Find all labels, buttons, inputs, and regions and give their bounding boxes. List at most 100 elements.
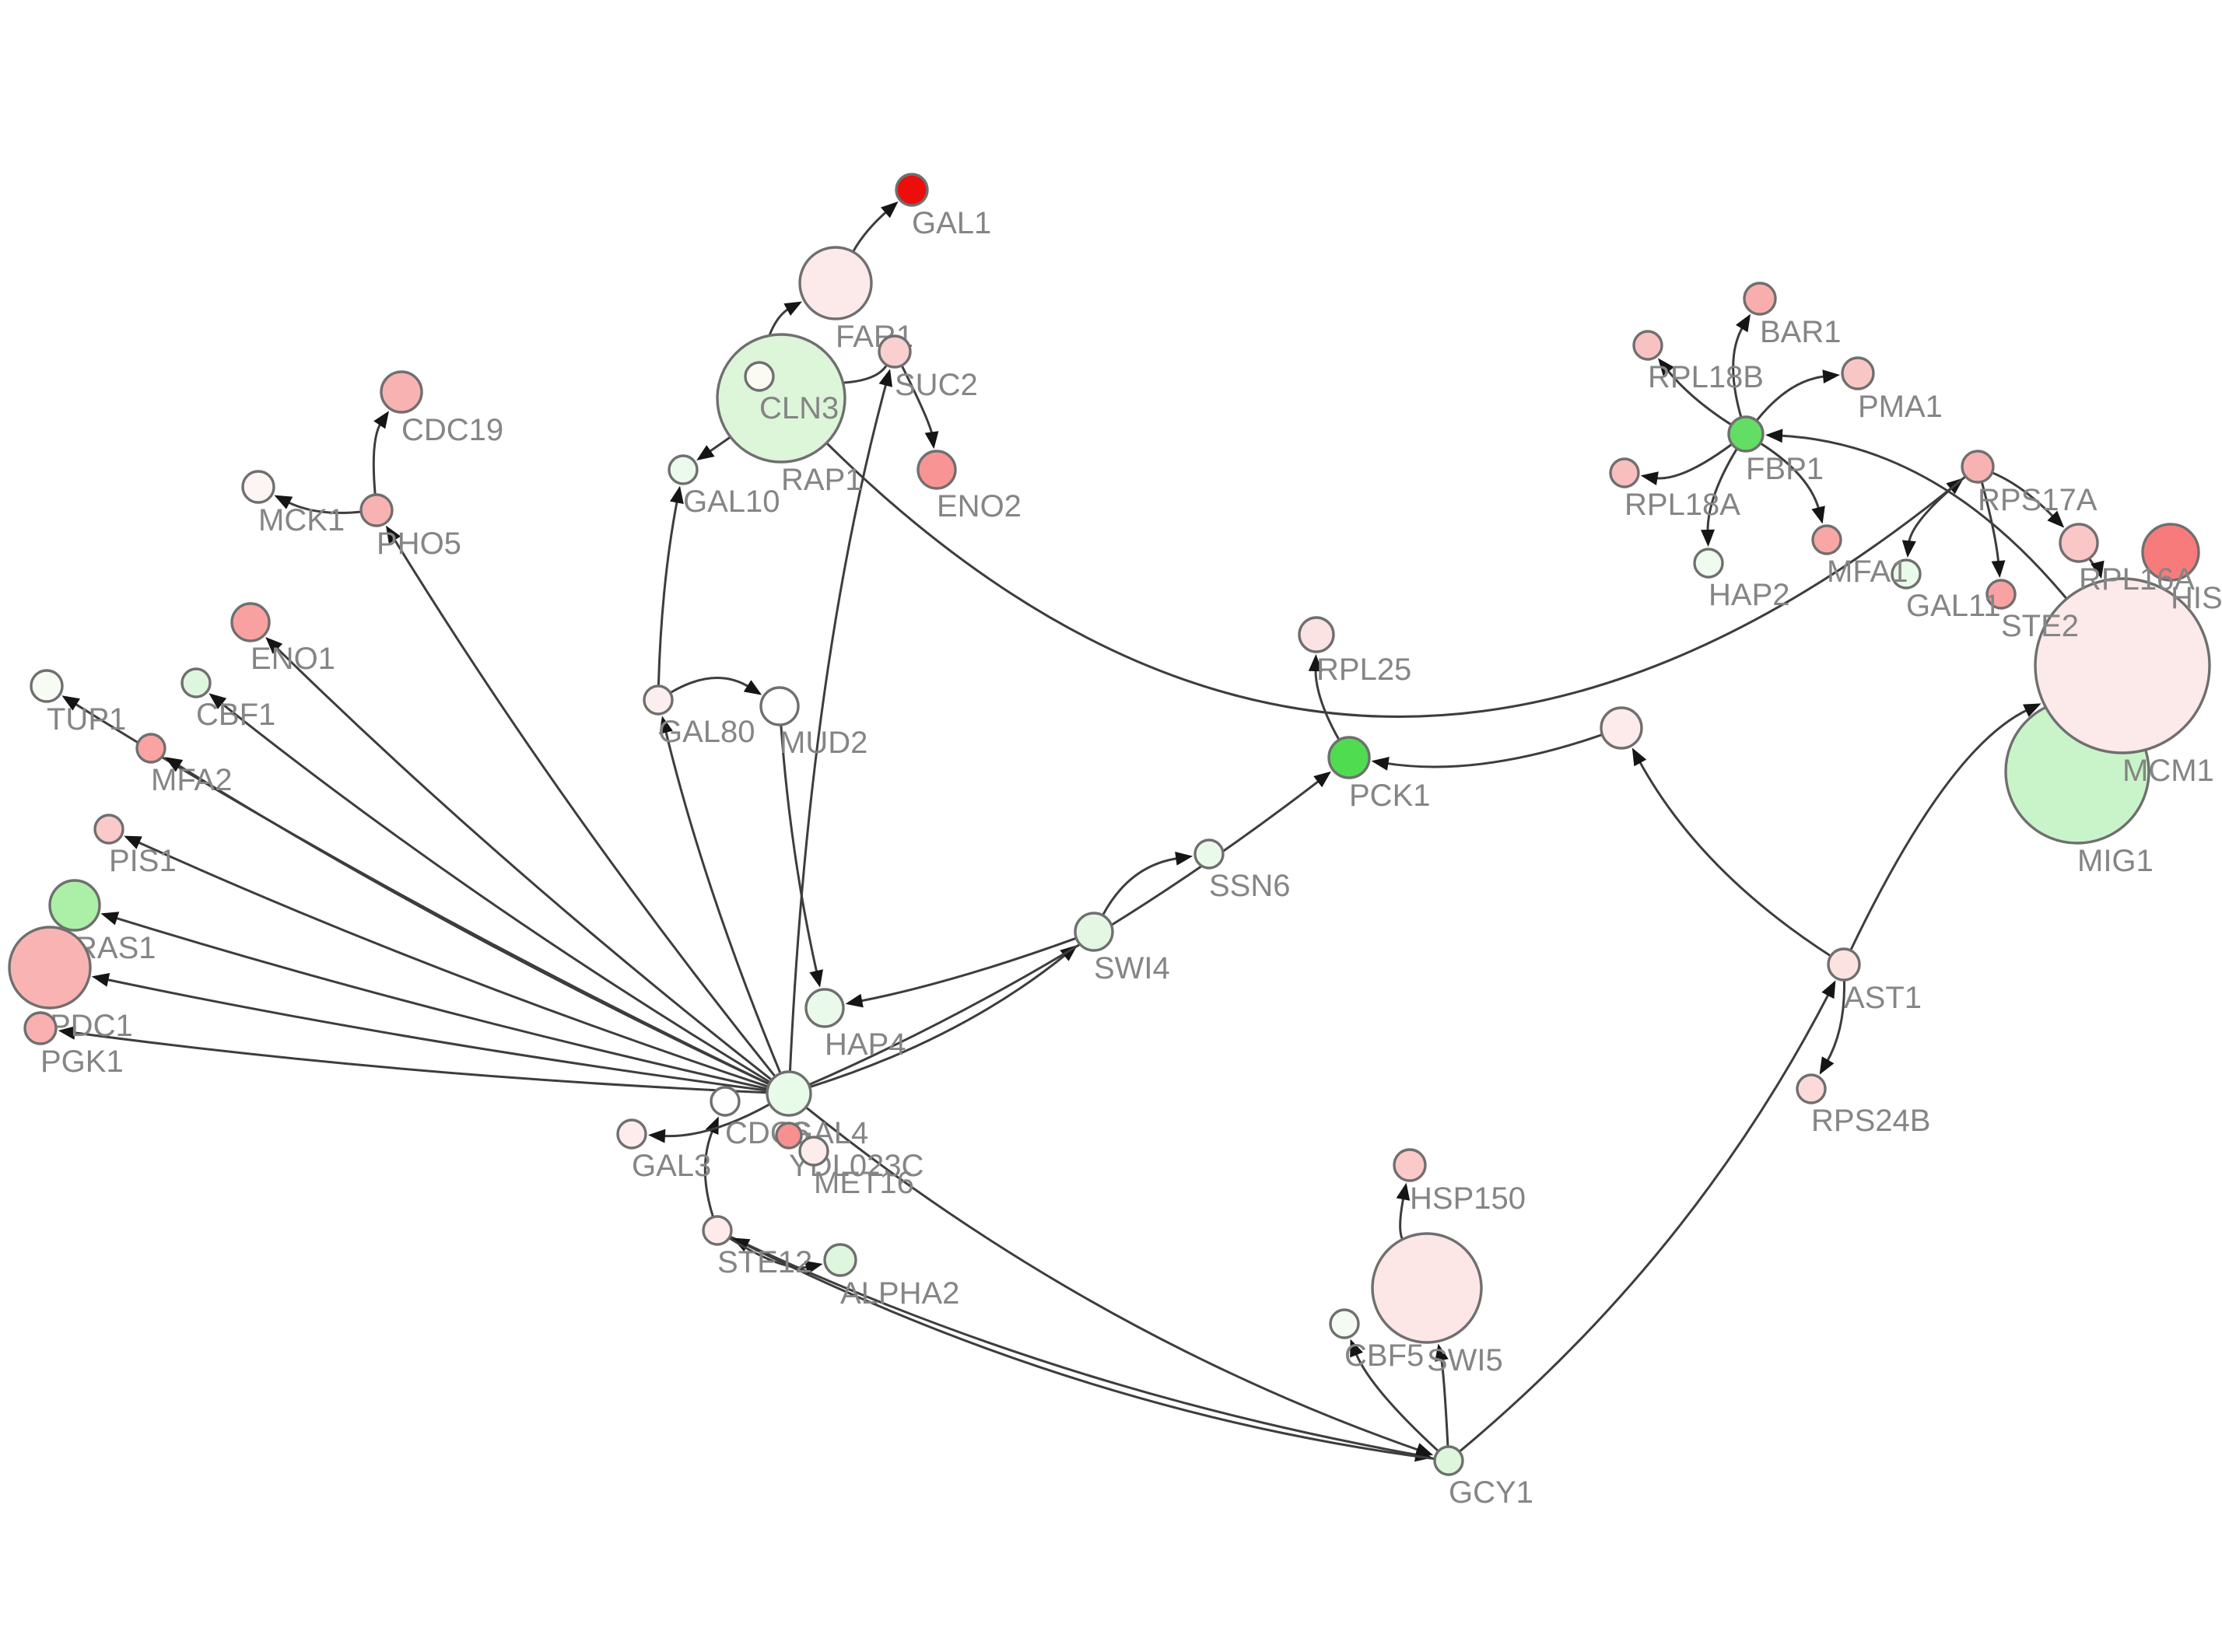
node-mfa1[interactable] bbox=[1811, 524, 1842, 555]
node-mck1[interactable] bbox=[241, 470, 275, 504]
node-cdc6[interactable] bbox=[710, 1086, 741, 1117]
edge-gal4-swi4[interactable] bbox=[809, 953, 1067, 1089]
node-gal4[interactable] bbox=[766, 1070, 812, 1117]
node-pis1[interactable] bbox=[93, 814, 124, 845]
edge-ste12-gcy1[interactable] bbox=[729, 1235, 1419, 1457]
node-hap2[interactable] bbox=[1693, 548, 1724, 579]
edge-ste12-cdc6[interactable] bbox=[703, 1129, 715, 1218]
arrowhead-unnamed-pck1 bbox=[1371, 757, 1390, 771]
edge-gcy1-cbf5[interactable] bbox=[1354, 1351, 1439, 1452]
node-eno2[interactable] bbox=[916, 450, 957, 490]
node-cln3[interactable] bbox=[744, 361, 775, 392]
edge-gal4-suc2[interactable] bbox=[788, 382, 888, 1073]
node-rpl18a[interactable] bbox=[1609, 457, 1640, 488]
edge-swi4-ssn6[interactable] bbox=[1102, 856, 1179, 916]
node-pdc1[interactable] bbox=[8, 926, 92, 1010]
node-rps17a[interactable] bbox=[1961, 450, 1995, 484]
edge-fbp1-rpl18b[interactable] bbox=[1666, 368, 1733, 426]
edge-gal80-gal10[interactable] bbox=[657, 499, 679, 687]
edge-swi4-hap4[interactable] bbox=[858, 936, 1077, 1003]
node-cbf1[interactable] bbox=[180, 667, 212, 698]
node-eno1[interactable] bbox=[230, 602, 271, 642]
node-gal11[interactable] bbox=[1891, 558, 1922, 590]
node-pck1[interactable] bbox=[1327, 736, 1371, 779]
node-cdc19[interactable] bbox=[380, 370, 423, 414]
edge-ste12-alpha2[interactable] bbox=[728, 1237, 810, 1269]
node-far1[interactable] bbox=[798, 246, 873, 320]
node-mcm1[interactable] bbox=[2034, 577, 2211, 754]
edge-gcy1-swi5[interactable] bbox=[1439, 1356, 1449, 1447]
node-ast1[interactable] bbox=[1827, 947, 1861, 982]
edge-gal4-pho5[interactable] bbox=[392, 537, 776, 1078]
edge-fbp1-pma1[interactable] bbox=[1755, 375, 1827, 422]
node-pho5[interactable] bbox=[359, 493, 394, 527]
node-unnamed[interactable] bbox=[1600, 706, 1643, 750]
edge-gal4-gcy1[interactable] bbox=[804, 1106, 1421, 1452]
edge-unnamed-pck1[interactable] bbox=[1385, 733, 1603, 768]
edge-ast1-unnamed[interactable] bbox=[1638, 759, 1832, 957]
node-ste2[interactable] bbox=[1985, 579, 2017, 610]
edge-rps17a-ste2[interactable] bbox=[1980, 481, 2000, 565]
edge-ast1-mcm1[interactable] bbox=[1849, 708, 2030, 951]
node-cbf5[interactable] bbox=[1329, 1308, 1360, 1339]
edge-gal4-ras1[interactable] bbox=[114, 916, 768, 1090]
node-gal1[interactable] bbox=[895, 173, 929, 207]
edge-pho5-mck1[interactable] bbox=[286, 500, 362, 514]
edge-gal4-mfa2[interactable] bbox=[176, 763, 770, 1086]
node-tup1[interactable] bbox=[30, 669, 64, 703]
node-rpl16a[interactable] bbox=[2059, 523, 2099, 563]
edge-gcy1-ste12[interactable] bbox=[744, 1243, 1435, 1461]
node-hsp150[interactable] bbox=[1393, 1148, 1427, 1182]
edge-gal4-pck1[interactable] bbox=[808, 779, 1321, 1087]
edge-swi5-hsp150[interactable] bbox=[1399, 1195, 1405, 1241]
node-swi5[interactable] bbox=[1371, 1232, 1483, 1344]
edge-gal4-cbf1[interactable] bbox=[219, 701, 771, 1083]
node-suc2[interactable] bbox=[878, 334, 912, 369]
edge-mud2-hap4[interactable] bbox=[780, 724, 818, 975]
edge-gal4-pis1[interactable] bbox=[135, 840, 769, 1088]
node-mud2[interactable] bbox=[759, 686, 800, 726]
edge-gal4-pdc1[interactable] bbox=[105, 978, 768, 1092]
edge-gal4-eno1[interactable] bbox=[275, 646, 773, 1081]
edge-gcy1-ast1[interactable] bbox=[1458, 992, 1831, 1453]
edge-gal4-pgk1[interactable] bbox=[72, 1031, 768, 1094]
edge-pck1-rpl25[interactable] bbox=[1314, 667, 1341, 741]
edge-ast1-rps24b[interactable] bbox=[1825, 979, 1845, 1063]
node-swi4[interactable] bbox=[1074, 912, 1114, 952]
node-gcy1[interactable] bbox=[1433, 1445, 1464, 1476]
node-ssn6[interactable] bbox=[1193, 838, 1225, 870]
node-gal3[interactable] bbox=[616, 1118, 647, 1150]
edge-fbp1-bar1[interactable] bbox=[1732, 325, 1745, 418]
edge-rap1-rps17a[interactable] bbox=[825, 442, 1954, 718]
node-gal80[interactable] bbox=[643, 684, 674, 716]
node-ydl023c[interactable] bbox=[775, 1122, 803, 1150]
node-fbp1[interactable] bbox=[1727, 415, 1765, 453]
node-rpl25[interactable] bbox=[1298, 616, 1335, 653]
node-gal10[interactable] bbox=[668, 454, 699, 485]
node-hap4[interactable] bbox=[804, 988, 845, 1028]
node-ste12[interactable] bbox=[702, 1215, 733, 1246]
edge-rps17a-gal11[interactable] bbox=[1907, 475, 1967, 544]
node-his4[interactable] bbox=[2141, 523, 2200, 582]
node-rps24b[interactable] bbox=[1796, 1073, 1827, 1104]
edge-gal80-mud2[interactable] bbox=[669, 677, 751, 695]
node-mfa2[interactable] bbox=[135, 733, 166, 764]
edge-mcm1-fbp1[interactable] bbox=[1779, 434, 2068, 600]
edge-gal4-gal80[interactable] bbox=[664, 729, 782, 1074]
node-rpl18b[interactable] bbox=[1632, 330, 1663, 361]
edge-fbp1-mfa1[interactable] bbox=[1759, 442, 1821, 511]
node-pma1[interactable] bbox=[1841, 356, 1875, 390]
node-pgk1[interactable] bbox=[23, 1011, 58, 1045]
edge-gal4-gal3[interactable] bbox=[661, 1103, 771, 1138]
edge-pho5-cdc19[interactable] bbox=[372, 422, 383, 495]
node-alpha2[interactable] bbox=[823, 1243, 857, 1277]
node-ras1[interactable] bbox=[48, 879, 101, 932]
edge-fbp1-rpl18a[interactable] bbox=[1654, 443, 1733, 480]
edge-fbp1-hap2[interactable] bbox=[1706, 448, 1738, 534]
node-bar1[interactable] bbox=[1743, 282, 1777, 316]
node-met16[interactable] bbox=[798, 1136, 829, 1167]
edge-rps17a-rpl16a[interactable] bbox=[1991, 471, 2056, 519]
node-label-pck1: PCK1 bbox=[1349, 779, 1431, 813]
edge-far1-gal1[interactable] bbox=[852, 209, 888, 253]
